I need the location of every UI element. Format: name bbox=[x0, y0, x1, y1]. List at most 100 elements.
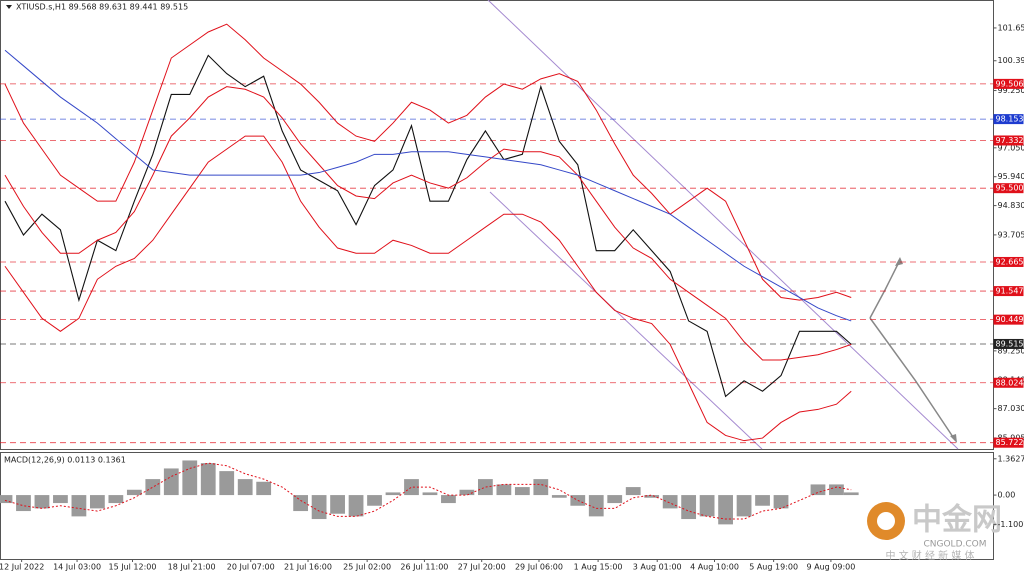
x-tick-label: 18 Jul 21:00 bbox=[168, 563, 216, 572]
macd-bar bbox=[219, 471, 235, 496]
macd-bar bbox=[237, 479, 253, 496]
site: CNGOLD.COM bbox=[923, 540, 986, 550]
x-tick-label: 25 Jul 02:00 bbox=[343, 563, 391, 572]
x-tick-label: 20 Jul 07:00 bbox=[227, 563, 275, 572]
macd-bar bbox=[348, 495, 364, 517]
y-tick-label: 101.655 bbox=[998, 23, 1024, 32]
macd-bar bbox=[182, 460, 198, 496]
x-tick-label: 1 Aug 15:00 bbox=[574, 563, 623, 572]
level-label: 91.547 bbox=[996, 287, 1024, 296]
menu-arrow[interactable] bbox=[6, 5, 12, 9]
level-label: 95.500 bbox=[996, 184, 1024, 193]
macd-bar bbox=[533, 479, 549, 496]
macd-bar bbox=[718, 495, 733, 525]
macd-bar bbox=[551, 495, 567, 498]
macd-bar bbox=[496, 484, 512, 496]
chart-title: XTIUSD.s,H1 89.568 89.631 89.441 89.515 bbox=[16, 3, 188, 12]
level-tag bbox=[993, 314, 1024, 325]
level-tag bbox=[993, 286, 1024, 297]
macd-bar bbox=[773, 495, 789, 509]
macd-bar bbox=[607, 495, 623, 504]
y-tick-label: 89.250 bbox=[998, 346, 1024, 355]
level-label: 89.515 bbox=[996, 339, 1024, 348]
watermark: 中金网 CNGOLD.COM 中 文 财 经 新 媒 体 bbox=[867, 502, 1002, 562]
level-label: 98.153 bbox=[996, 115, 1024, 124]
y-tick-label: -1.1007 bbox=[998, 520, 1024, 529]
macd-panel-frame bbox=[0, 452, 994, 560]
indicator-line bbox=[4, 49, 852, 322]
main-panel-frame bbox=[0, 0, 994, 450]
level-tag bbox=[993, 78, 1024, 89]
y-tick-label: 87.030 bbox=[998, 404, 1024, 413]
macd-bar bbox=[200, 463, 216, 496]
level-tag bbox=[993, 338, 1024, 349]
macd-bar bbox=[89, 495, 105, 509]
macd-bar bbox=[843, 492, 859, 496]
x-tick-label: 9 Aug 09:00 bbox=[806, 563, 855, 572]
macd-bar bbox=[311, 495, 327, 520]
macd-bar bbox=[588, 495, 604, 517]
y-tick-label: 93.705 bbox=[998, 230, 1024, 239]
channel-line bbox=[489, 191, 763, 450]
macd-bar bbox=[422, 492, 438, 496]
level-tag bbox=[993, 256, 1024, 267]
x-tick-label: 14 Jul 03:00 bbox=[53, 563, 101, 572]
macd-bar bbox=[108, 495, 124, 504]
level-tag bbox=[993, 377, 1024, 388]
macd-bar bbox=[385, 492, 401, 496]
macd-bar bbox=[16, 495, 31, 512]
x-tick-label: 26 Jul 11:00 bbox=[400, 563, 448, 572]
macd-bar bbox=[145, 479, 161, 496]
y-tick-label: 94.830 bbox=[998, 201, 1024, 210]
macd-bar bbox=[459, 489, 475, 496]
level-label: 92.665 bbox=[996, 257, 1024, 266]
macd-bar bbox=[514, 487, 530, 496]
macd-bar bbox=[829, 484, 844, 496]
x-tick-label: 3 Aug 01:00 bbox=[633, 563, 682, 572]
arrow-head bbox=[895, 257, 903, 266]
macd-bar bbox=[755, 495, 770, 506]
macd-bar bbox=[478, 479, 493, 496]
indicator-line bbox=[4, 135, 852, 442]
logo-inner bbox=[877, 512, 895, 530]
macd-bar bbox=[330, 495, 345, 514]
macd-bar bbox=[681, 495, 697, 520]
macd-bar bbox=[570, 495, 586, 506]
macd-bar bbox=[644, 495, 660, 498]
y-tick-label: 97.050 bbox=[998, 143, 1024, 152]
level-tag bbox=[993, 183, 1024, 194]
level-label: 88.024 bbox=[996, 378, 1024, 387]
x-tick-label: 21 Jul 16:00 bbox=[284, 563, 332, 572]
projection-arrow bbox=[869, 259, 901, 319]
macd-bar bbox=[71, 495, 87, 517]
y-tick-label: 100.395 bbox=[998, 56, 1024, 65]
brand: 中金网 bbox=[912, 503, 1002, 538]
arrow-head bbox=[950, 434, 957, 443]
macd-bar bbox=[0, 495, 13, 504]
x-tick-label: 29 Jul 06:00 bbox=[515, 563, 563, 572]
macd-title: MACD(12,26,9) 0.0113 0.1361 bbox=[4, 456, 126, 465]
level-label: 85.722 bbox=[996, 438, 1024, 447]
macd-bar bbox=[126, 489, 142, 496]
level-tag bbox=[993, 114, 1024, 125]
macd-bar bbox=[256, 481, 272, 496]
indicator-line bbox=[4, 23, 852, 301]
macd-bar bbox=[34, 495, 50, 509]
level-tag bbox=[993, 135, 1024, 146]
x-tick-label: 15 Jul 12:00 bbox=[108, 563, 156, 572]
macd-bar bbox=[163, 468, 179, 496]
indicator-line bbox=[4, 86, 852, 361]
x-tick-label: 12 Jul 2022 bbox=[0, 563, 44, 572]
price-line bbox=[4, 54, 852, 398]
y-tick-label: 0.00 bbox=[998, 491, 1016, 500]
level-tag bbox=[993, 437, 1024, 448]
x-tick-label: 5 Aug 19:00 bbox=[749, 563, 798, 572]
macd-bar bbox=[736, 495, 752, 517]
channel-line bbox=[487, 0, 959, 450]
signal-line bbox=[4, 462, 852, 520]
macd-bar bbox=[53, 495, 68, 504]
macd-bar bbox=[293, 495, 309, 512]
level-label: 90.449 bbox=[996, 315, 1024, 324]
x-tick-label: 4 Aug 10:00 bbox=[690, 563, 739, 572]
